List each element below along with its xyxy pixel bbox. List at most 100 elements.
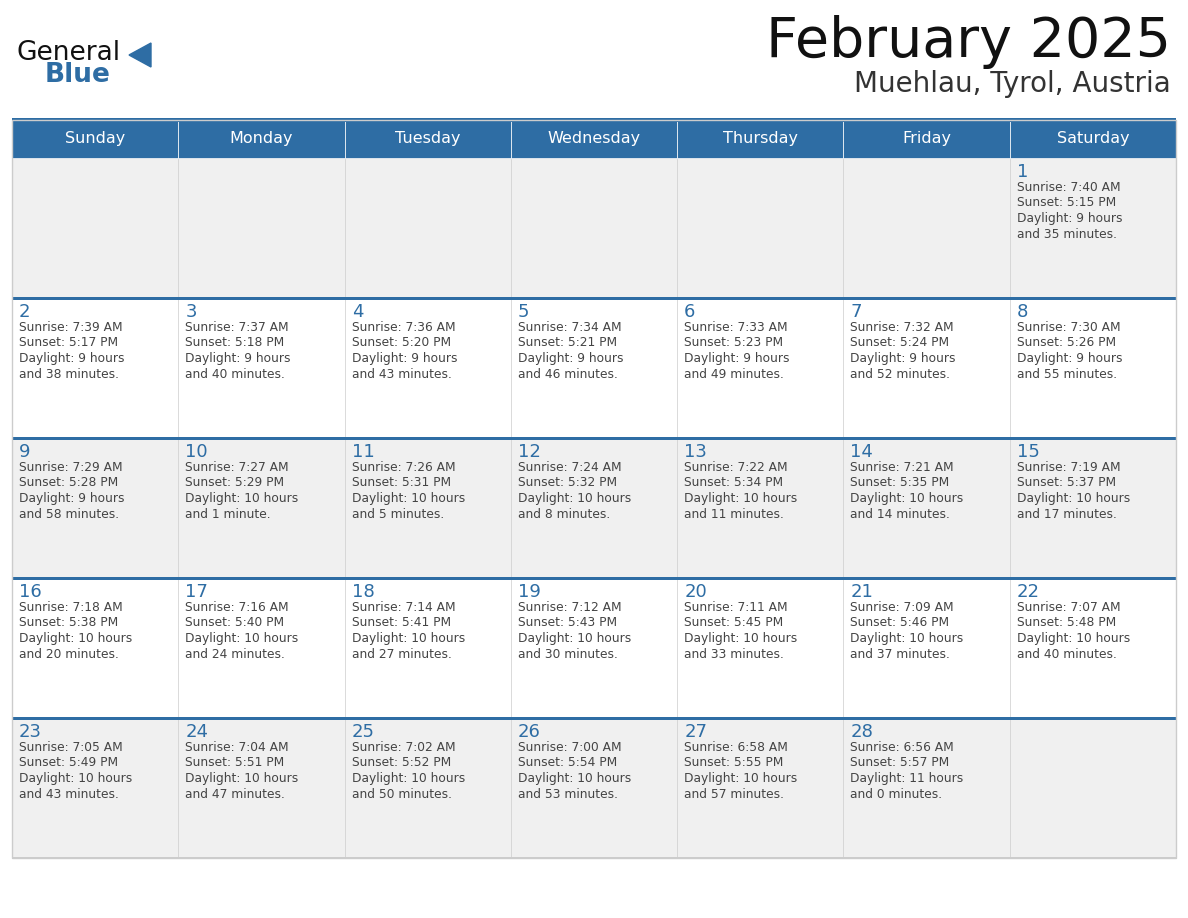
Bar [345, 120, 511, 158]
Text: 23: 23 [19, 723, 42, 741]
Text: and 8 minutes.: and 8 minutes. [518, 508, 611, 521]
Text: Daylight: 9 hours: Daylight: 9 hours [684, 352, 790, 365]
Bar [843, 438, 1010, 578]
Text: 17: 17 [185, 583, 208, 601]
Text: Daylight: 10 hours: Daylight: 10 hours [851, 632, 963, 645]
Text: Muehlau, Tyrol, Austria: Muehlau, Tyrol, Austria [854, 70, 1171, 98]
Text: Sunrise: 6:56 AM: Sunrise: 6:56 AM [851, 741, 954, 754]
Text: Sunset: 5:17 PM: Sunset: 5:17 PM [19, 337, 118, 350]
Text: and 35 minutes.: and 35 minutes. [1017, 228, 1117, 241]
Bar [511, 158, 677, 298]
Text: Daylight: 9 hours: Daylight: 9 hours [19, 352, 125, 365]
Text: Daylight: 9 hours: Daylight: 9 hours [19, 492, 125, 505]
Text: and 46 minutes.: and 46 minutes. [518, 367, 618, 380]
Text: Sunrise: 7:18 AM: Sunrise: 7:18 AM [19, 601, 122, 614]
Text: 8: 8 [1017, 303, 1028, 321]
Text: Sunrise: 7:07 AM: Sunrise: 7:07 AM [1017, 601, 1120, 614]
Text: 13: 13 [684, 443, 707, 461]
Bar [12, 577, 1176, 580]
Bar [1010, 718, 1176, 858]
Text: 21: 21 [851, 583, 873, 601]
Text: Sunrise: 7:11 AM: Sunrise: 7:11 AM [684, 601, 788, 614]
Bar [511, 438, 677, 578]
Bar [178, 120, 345, 158]
Text: Sunrise: 7:33 AM: Sunrise: 7:33 AM [684, 321, 788, 334]
Text: Daylight: 10 hours: Daylight: 10 hours [19, 632, 132, 645]
Text: and 40 minutes.: and 40 minutes. [1017, 647, 1117, 660]
Text: Daylight: 10 hours: Daylight: 10 hours [684, 772, 797, 785]
Text: and 37 minutes.: and 37 minutes. [851, 647, 950, 660]
Bar [511, 298, 677, 438]
Text: Sunset: 5:34 PM: Sunset: 5:34 PM [684, 476, 783, 489]
Text: Sunrise: 7:05 AM: Sunrise: 7:05 AM [19, 741, 122, 754]
Text: Sunrise: 6:58 AM: Sunrise: 6:58 AM [684, 741, 788, 754]
Text: Sunset: 5:29 PM: Sunset: 5:29 PM [185, 476, 284, 489]
Text: and 17 minutes.: and 17 minutes. [1017, 508, 1117, 521]
Text: and 52 minutes.: and 52 minutes. [851, 367, 950, 380]
Text: Thursday: Thursday [722, 131, 798, 147]
Bar [12, 158, 178, 298]
Text: Tuesday: Tuesday [394, 131, 461, 147]
Text: Daylight: 9 hours: Daylight: 9 hours [1017, 212, 1123, 225]
Text: and 53 minutes.: and 53 minutes. [518, 788, 618, 800]
Text: Sunrise: 7:27 AM: Sunrise: 7:27 AM [185, 461, 289, 474]
Bar [677, 438, 843, 578]
Text: Daylight: 10 hours: Daylight: 10 hours [684, 632, 797, 645]
Bar [12, 120, 1176, 858]
Text: Sunrise: 7:12 AM: Sunrise: 7:12 AM [518, 601, 621, 614]
Text: 1: 1 [1017, 163, 1028, 181]
Bar [1010, 438, 1176, 578]
Text: and 1 minute.: and 1 minute. [185, 508, 271, 521]
Bar [843, 120, 1010, 158]
Text: and 40 minutes.: and 40 minutes. [185, 367, 285, 380]
Text: 18: 18 [352, 583, 374, 601]
Text: and 20 minutes.: and 20 minutes. [19, 647, 119, 660]
Text: 3: 3 [185, 303, 197, 321]
Text: and 30 minutes.: and 30 minutes. [518, 647, 618, 660]
Text: Sunset: 5:45 PM: Sunset: 5:45 PM [684, 617, 783, 630]
Text: Sunset: 5:15 PM: Sunset: 5:15 PM [1017, 196, 1116, 209]
Text: 14: 14 [851, 443, 873, 461]
Text: Sunrise: 7:09 AM: Sunrise: 7:09 AM [851, 601, 954, 614]
Text: Sunset: 5:40 PM: Sunset: 5:40 PM [185, 617, 284, 630]
Text: 4: 4 [352, 303, 364, 321]
Text: 9: 9 [19, 443, 31, 461]
Bar [677, 120, 843, 158]
Text: Sunset: 5:23 PM: Sunset: 5:23 PM [684, 337, 783, 350]
Bar [677, 298, 843, 438]
Text: 6: 6 [684, 303, 695, 321]
Text: Daylight: 11 hours: Daylight: 11 hours [851, 772, 963, 785]
Text: Sunset: 5:38 PM: Sunset: 5:38 PM [19, 617, 119, 630]
Bar [12, 717, 1176, 720]
Text: Sunrise: 7:21 AM: Sunrise: 7:21 AM [851, 461, 954, 474]
Bar [843, 578, 1010, 718]
Text: 10: 10 [185, 443, 208, 461]
Text: Daylight: 10 hours: Daylight: 10 hours [185, 772, 298, 785]
Bar [843, 298, 1010, 438]
Text: 2: 2 [19, 303, 31, 321]
Text: Sunrise: 7:40 AM: Sunrise: 7:40 AM [1017, 181, 1120, 194]
Text: Blue: Blue [45, 62, 110, 88]
Bar [677, 158, 843, 298]
Text: Sunrise: 7:34 AM: Sunrise: 7:34 AM [518, 321, 621, 334]
Text: Daylight: 10 hours: Daylight: 10 hours [185, 632, 298, 645]
Text: 20: 20 [684, 583, 707, 601]
Text: Monday: Monday [229, 131, 293, 147]
Text: Daylight: 10 hours: Daylight: 10 hours [19, 772, 132, 785]
Text: Daylight: 9 hours: Daylight: 9 hours [851, 352, 956, 365]
Text: 15: 15 [1017, 443, 1040, 461]
Text: and 49 minutes.: and 49 minutes. [684, 367, 784, 380]
Text: Sunrise: 7:16 AM: Sunrise: 7:16 AM [185, 601, 289, 614]
Bar [843, 158, 1010, 298]
Text: Daylight: 10 hours: Daylight: 10 hours [1017, 632, 1130, 645]
Text: 7: 7 [851, 303, 862, 321]
Text: Sunrise: 7:37 AM: Sunrise: 7:37 AM [185, 321, 289, 334]
Text: and 57 minutes.: and 57 minutes. [684, 788, 784, 800]
Bar [12, 298, 178, 438]
Text: and 24 minutes.: and 24 minutes. [185, 647, 285, 660]
Bar [178, 578, 345, 718]
Text: 16: 16 [19, 583, 42, 601]
Text: Sunrise: 7:32 AM: Sunrise: 7:32 AM [851, 321, 954, 334]
Text: 12: 12 [518, 443, 541, 461]
Text: and 43 minutes.: and 43 minutes. [19, 788, 119, 800]
